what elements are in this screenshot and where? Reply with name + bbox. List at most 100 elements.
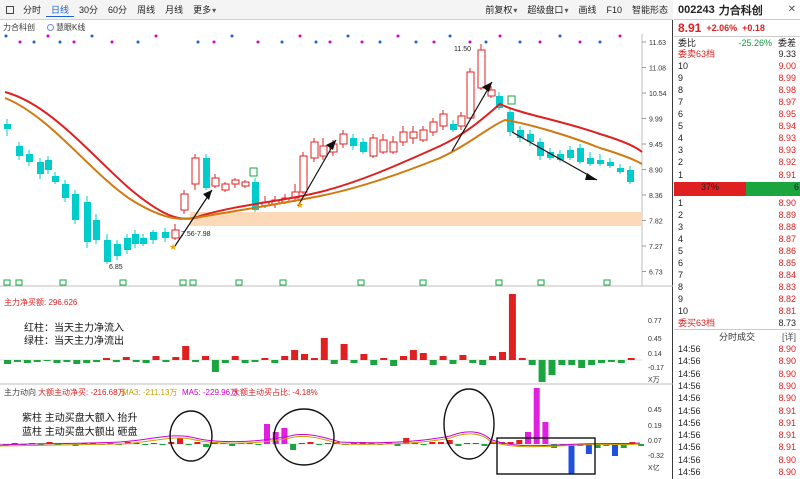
- candle-body: [617, 168, 624, 172]
- signal-dot: [328, 40, 332, 44]
- net-buy-bar: [360, 354, 368, 360]
- panel1-axis-label: -0.17: [648, 365, 664, 372]
- main-force-bar: [585, 444, 592, 454]
- level-number: 8: [678, 85, 684, 96]
- net-buy-bar: [588, 360, 596, 365]
- net-buy-bar: [449, 360, 457, 364]
- main-force-bar: [612, 444, 618, 456]
- layout-icon[interactable]: [6, 5, 14, 14]
- event-square-icon: [179, 279, 187, 286]
- main-force-bar: [394, 444, 401, 446]
- buy-level-row[interactable]: 7 8.84: [674, 269, 800, 281]
- overlay-toggle-icon[interactable]: [47, 23, 54, 31]
- sell-level-row[interactable]: 10 9.00: [674, 60, 800, 72]
- net-buy-bar: [83, 360, 91, 363]
- tab-monthly[interactable]: 月线: [165, 5, 184, 15]
- sell-level-row[interactable]: 7 8.97: [674, 96, 800, 108]
- candle-body: [379, 139, 388, 153]
- super-order-book-button[interactable]: 超级盘口: [522, 3, 573, 16]
- overlay-label[interactable]: 慧眼K线: [56, 22, 86, 32]
- candle-body: [52, 176, 59, 182]
- candle-body: [62, 184, 69, 198]
- net-buy-bar: [162, 360, 170, 362]
- net-buy-bar: [419, 353, 427, 360]
- f10-button[interactable]: F10: [606, 4, 622, 15]
- sell-level-row[interactable]: 8 8.98: [674, 84, 800, 96]
- buy-level-row[interactable]: 1 8.90: [674, 197, 800, 209]
- sell-level-row[interactable]: 5 8.94: [674, 120, 800, 132]
- candle-body: [16, 146, 23, 156]
- sell-level-row[interactable]: 4 8.93: [674, 132, 800, 144]
- main-force-bar: [46, 442, 53, 444]
- trades-detail-link[interactable]: [详]: [781, 332, 796, 343]
- trade-price: 8.91: [778, 405, 796, 416]
- main-force-bar: [124, 442, 131, 444]
- tab-more[interactable]: 更多: [188, 3, 221, 16]
- level-number: 6: [678, 109, 684, 120]
- close-icon[interactable]: ✕: [787, 4, 796, 15]
- low-label: 6.85: [109, 264, 123, 271]
- smart-pattern-button[interactable]: 智能形态: [631, 5, 668, 15]
- net-buy-bar: [261, 358, 269, 360]
- sell-level-row[interactable]: 3 8.93: [674, 144, 800, 156]
- candle-body: [310, 141, 319, 159]
- price-axis: 11.63 11.08 10.54 9.99 9.45 8.90 8.36 7.82 7.27 6…: [642, 40, 667, 277]
- main-force-bar: [185, 444, 192, 445]
- net-buy-bar: [301, 354, 308, 360]
- net-buy-bar: [202, 356, 209, 360]
- candle-body: [369, 137, 378, 157]
- sell-level-row[interactable]: 2 8.92: [674, 156, 800, 168]
- buy-level-row[interactable]: 5 8.86: [674, 245, 800, 257]
- indicator-name[interactable]: 力合科创: [3, 22, 35, 32]
- main-force-bar: [203, 444, 210, 447]
- buy-level-row[interactable]: 10 8.81: [674, 305, 800, 317]
- net-buy-bar: [271, 360, 279, 363]
- buy-level-row[interactable]: 6 8.85: [674, 257, 800, 269]
- event-square-icon: [189, 279, 197, 286]
- panel2-axis-label: 0.19: [648, 423, 662, 430]
- draw-line-button[interactable]: 画线: [578, 5, 597, 15]
- trade-time: 14:56: [678, 368, 701, 379]
- net-buy-bar: [182, 346, 190, 360]
- level-number: 10: [678, 305, 689, 316]
- tab-weekly[interactable]: 周线: [137, 5, 156, 15]
- tab-60min[interactable]: 60分: [108, 5, 128, 15]
- sell-level-row[interactable]: 9 8.99: [674, 72, 800, 84]
- sell-level-row[interactable]: 1 8.91: [674, 169, 800, 181]
- kline-chart[interactable]: 11.50 6.85 7.56-7.98 11.63 11.08 10.54 9.99…: [0, 34, 673, 479]
- sell-level-row[interactable]: 6 8.95: [674, 108, 800, 120]
- signal-dot: [154, 34, 158, 38]
- main-force-bar: [281, 428, 288, 444]
- buy-level-row[interactable]: 8 8.83: [674, 281, 800, 293]
- buy-level-row[interactable]: 4 8.87: [674, 233, 800, 245]
- event-square-icon: [603, 279, 611, 286]
- main-force-bar: [11, 443, 18, 444]
- buy-level-row[interactable]: 2 8.89: [674, 209, 800, 221]
- candle-body: [607, 162, 614, 166]
- net-buy-bar: [459, 355, 467, 360]
- panel2-note-blue: 蓝柱 主动买盘大额出 砸盘: [22, 425, 138, 438]
- level-price: 8.84: [778, 269, 796, 280]
- trades-title: 分时成交: [718, 332, 755, 343]
- net-buy-bar: [4, 360, 11, 364]
- level-number: 3: [678, 145, 684, 156]
- trade-time: 14:56: [678, 454, 701, 465]
- net-buy-bar: [241, 360, 249, 363]
- net-buy-bar: [231, 356, 239, 360]
- tab-daily[interactable]: 日线: [46, 3, 75, 17]
- tab-30min[interactable]: 30分: [79, 5, 99, 15]
- event-square-icon: [59, 279, 67, 286]
- tab-intraday[interactable]: 分时: [23, 5, 42, 15]
- chart-area: 分时 日线 30分 60分 周线 月线 更多 前复权 超级盘口 画线 F10 智…: [0, 0, 673, 479]
- buy-level-row[interactable]: 3 8.88: [674, 221, 800, 233]
- candle-body: [72, 194, 79, 220]
- event-markers: ★★: [3, 34, 622, 286]
- level-price: 8.83: [778, 281, 796, 292]
- candle-body: [627, 170, 634, 182]
- buy-level-row[interactable]: 9 8.82: [674, 293, 800, 305]
- adjust-dropdown[interactable]: 前复权: [480, 3, 522, 16]
- legend-ma5: MA5: -229.96万: [182, 388, 238, 397]
- net-buy-bar: [281, 356, 289, 360]
- trade-price: 8.90: [778, 368, 796, 379]
- main-force-bar: [420, 444, 427, 445]
